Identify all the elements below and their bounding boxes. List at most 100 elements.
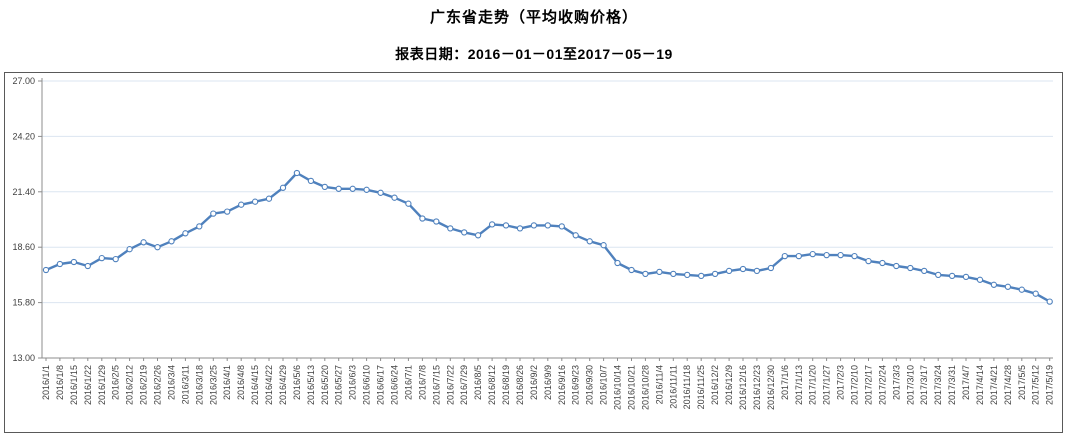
x-axis-tick-label: 2016/9/23 <box>571 365 581 405</box>
x-axis-tick-label: 2016/12/2 <box>710 365 720 405</box>
data-point-marker <box>781 252 788 260</box>
y-axis-tick-label: 24.20 <box>12 131 35 141</box>
x-axis-tick-label: 2017/2/24 <box>877 365 887 405</box>
data-point-marker <box>990 281 998 288</box>
data-point-marker <box>1046 298 1053 305</box>
data-point-marker <box>907 264 914 272</box>
data-point-marker <box>293 169 301 177</box>
data-point-marker <box>405 200 412 207</box>
x-axis-tick-label: 2016/10/14 <box>613 365 623 410</box>
x-axis-tick-label: 2017/5/5 <box>1017 365 1027 400</box>
data-point-marker <box>935 271 942 279</box>
data-point-marker <box>84 262 91 270</box>
x-axis-tick-label: 2016/2/5 <box>111 365 121 400</box>
data-point-marker <box>238 201 245 208</box>
data-point-marker <box>126 246 133 253</box>
x-axis-tick-label: 2016/9/30 <box>585 365 595 405</box>
x-axis-tick-label: 2016/4/1 <box>222 365 232 400</box>
data-point-marker <box>321 183 328 191</box>
x-axis-tick-label: 2017/4/7 <box>961 365 971 400</box>
x-axis-tick-label: 2016/5/13 <box>306 365 316 405</box>
x-axis-tick-label: 2016/9/9 <box>543 365 553 400</box>
x-axis-tick-label: 2016/1/29 <box>97 365 107 405</box>
x-axis-tick-label: 2016/1/15 <box>69 365 79 405</box>
x-axis-tick-label: 2017/3/10 <box>905 365 915 405</box>
data-point-marker <box>307 177 315 185</box>
data-point-marker <box>753 267 761 275</box>
data-point-marker <box>56 260 64 268</box>
data-point-marker <box>893 262 900 270</box>
data-point-marker <box>628 266 635 274</box>
x-axis-tick-label: 2016/10/21 <box>627 365 637 410</box>
data-point-marker <box>809 250 816 258</box>
x-axis-tick-label: 2016/4/22 <box>264 365 274 405</box>
x-axis-tick-label: 2016/5/20 <box>320 365 330 405</box>
x-axis-tick-label: 2017/1/6 <box>780 365 790 400</box>
data-point-marker <box>196 223 203 230</box>
data-point-marker <box>684 271 691 279</box>
data-point-marker <box>530 222 538 229</box>
x-axis-tick-label: 2016/10/28 <box>640 365 650 410</box>
x-axis-tick-label: 2017/3/31 <box>947 365 957 405</box>
x-axis-tick-label: 2016/4/8 <box>236 365 246 400</box>
x-axis-tick-label: 2016/6/3 <box>348 365 358 400</box>
data-point-marker <box>1032 290 1039 297</box>
x-axis-tick-label: 2016/8/26 <box>515 365 525 405</box>
chart-title: 广东省走势（平均收购价格） <box>429 9 638 26</box>
data-point-marker <box>795 252 802 260</box>
data-point-marker <box>279 184 287 191</box>
data-point-marker <box>962 273 970 281</box>
data-point-marker <box>461 229 468 236</box>
x-axis-tick-label: 2016/3/11 <box>180 365 190 404</box>
x-axis-tick-label: 2016/7/22 <box>445 365 455 405</box>
x-axis-tick-label: 2016/4/15 <box>250 365 260 405</box>
data-point-marker <box>823 251 830 259</box>
x-axis-tick-label: 2016/8/5 <box>473 365 483 400</box>
x-axis-tick-label: 2016/8/12 <box>487 365 497 405</box>
data-point-marker <box>182 230 189 237</box>
x-axis-tick-label: 2016/2/12 <box>125 365 135 405</box>
data-point-marker <box>976 276 984 283</box>
y-axis-tick-label: 18.60 <box>12 242 35 252</box>
data-point-marker <box>98 254 105 262</box>
data-point-marker <box>851 252 858 260</box>
x-axis-tick-label: 2016/3/4 <box>167 365 177 400</box>
x-axis-tick-label: 2017/2/10 <box>850 365 860 405</box>
x-axis-tick-label: 2016/7/8 <box>417 365 427 400</box>
x-axis-tick-label: 2016/1/22 <box>83 365 93 405</box>
data-point-marker <box>558 223 565 230</box>
data-point-marker <box>767 264 775 272</box>
x-axis-tick-label: 2016/6/17 <box>376 365 386 405</box>
y-axis-tick-label: 15.80 <box>12 298 35 308</box>
x-axis-tick-label: 2016/12/9 <box>724 365 734 405</box>
data-point-marker <box>168 238 175 245</box>
x-axis-tick-label: 2017/1/13 <box>794 365 804 405</box>
x-axis-tick-label: 2016/9/2 <box>529 365 539 400</box>
x-axis-tick-label: 2016/3/18 <box>194 365 204 405</box>
x-axis-tick-label: 2017/3/17 <box>919 365 929 405</box>
data-point-marker <box>879 259 886 267</box>
data-point-marker <box>670 270 677 278</box>
data-point-marker <box>419 215 426 222</box>
x-axis-tick-label: 2017/4/14 <box>975 365 985 405</box>
x-axis-tick-label: 2016/12/30 <box>766 365 776 410</box>
line-chart: 27.00 24.20 21.40 18.60 15.80 13.00 2016/1/1 20… <box>12 76 1055 410</box>
x-axis-tick-label: 2017/5/19 <box>1045 365 1055 405</box>
data-point-marker <box>544 222 551 229</box>
data-point-marker <box>1004 283 1012 290</box>
data-point-marker <box>921 267 928 275</box>
x-axis-tick-label: 2017/1/20 <box>808 365 818 405</box>
data-point-marker <box>586 238 593 245</box>
data-point-marker <box>140 239 147 246</box>
data-point-marker <box>349 185 356 192</box>
x-axis-tick-label: 2016/11/25 <box>696 365 706 409</box>
chart-subtitle: 报表日期：2016－01－01至2017－05－19 <box>395 46 673 62</box>
data-point-marker <box>656 268 663 276</box>
x-axis-tick-label: 2017/4/21 <box>989 365 999 405</box>
x-axis-tick-label: 2016/12/16 <box>738 365 748 410</box>
x-axis-tick-label: 2016/2/26 <box>153 365 163 405</box>
data-point-marker <box>711 270 719 278</box>
y-axis-tick-label: 21.40 <box>12 187 35 197</box>
x-axis-tick-label: 2016/5/6 <box>292 365 302 400</box>
